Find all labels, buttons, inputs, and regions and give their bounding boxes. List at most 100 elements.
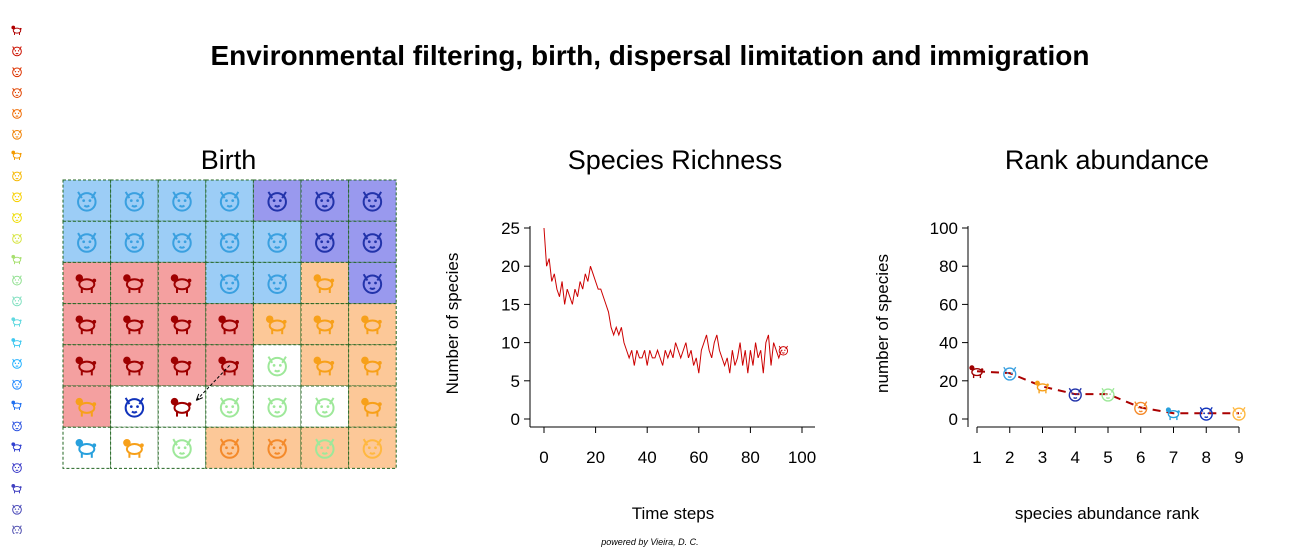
grid-cell [252,344,302,387]
tiger-icon [315,232,335,253]
rank-y-label: number of species [873,254,892,393]
rank-y-tick-label: 100 [930,219,958,238]
dispersal-arrow [195,365,230,401]
main-title: Environmental filtering, birth, dispersa… [210,40,1090,71]
wolf-icon [12,358,22,369]
wolf-icon [172,232,192,253]
richness-x-label: Time steps [632,504,715,523]
cat-icon [778,345,789,356]
richness-y-tick-label: 10 [501,334,520,353]
poodle-icon [75,315,97,335]
poodle-icon [170,315,192,335]
grid-cell [205,426,254,469]
fox-icon [12,87,22,98]
birth-panel-title: Birth [200,145,257,175]
grid-cell [110,220,159,263]
cow-icon [361,397,382,417]
grid-cell [62,220,112,263]
rank-x-tick-label: 8 [1202,448,1211,467]
rank-series-line [976,370,1239,415]
rank-x-label: species abundance rank [1015,504,1200,523]
poodle-icon [123,356,144,376]
grid-cell [300,220,350,263]
grid-cell [300,261,350,305]
cow-icon [361,315,382,335]
fox-icon [12,379,22,390]
species-legend-strip [11,25,22,534]
rank-y-tick-label: 40 [939,334,958,353]
grid-cell [110,261,159,305]
horse-icon [11,483,22,494]
wolf-icon [124,232,145,253]
butterfly-icon [12,233,22,244]
wolf-icon [124,191,145,212]
grid-cell [300,179,350,222]
cat-icon [267,356,287,377]
grid-cell [348,303,397,346]
poodle-icon [170,397,192,417]
lion-icon [124,397,145,418]
cow-icon [11,150,22,160]
rank-x-tick-label: 6 [1136,448,1145,467]
poodle-icon [123,274,144,293]
grid-cell [252,385,302,428]
pig-icon [12,129,22,140]
grid-cell [157,220,207,263]
grid-cell [348,426,397,469]
poodle-icon [75,356,97,376]
rank-x-tick-label: 2 [1005,448,1014,467]
wolf-icon [219,273,240,294]
grid-cell [252,303,302,346]
grid-cell [205,220,254,263]
rank-chart-title: Rank abundance [1004,145,1210,175]
dispersal-arrow-head [195,393,203,401]
grid-cell [62,385,112,428]
grid-cell [62,344,112,387]
rank-abundance-chart: 0 20 40 60 80 100 1 2 3 4 5 6 7 8 9 species abundance r… [873,219,1246,523]
grid-cell [348,261,397,305]
pig-icon [1134,401,1148,416]
grid-cell [300,385,350,428]
grid-cell [252,179,302,222]
credit-text: powered by Vieira, D. C. [601,537,699,547]
wolf-icon [267,232,287,253]
cat-icon [267,397,287,418]
grid-cell [110,303,159,346]
tiger-icon [315,191,335,212]
cat-icon [12,46,22,57]
cow-icon [361,356,382,376]
poodle-icon [11,25,22,35]
poodle-icon [170,356,192,376]
rank-y-tick-label: 0 [949,410,958,429]
rank-x-tick-label: 7 [1169,448,1178,467]
bear-icon [12,192,22,203]
grid-cell [348,385,397,428]
cow-icon [1034,380,1049,394]
horse-icon [11,400,22,410]
wolf-icon [219,191,240,212]
cat-icon [315,397,335,418]
pig-icon [12,108,22,119]
horse-icon [11,338,22,348]
rank-y-tick-label: 60 [939,295,958,314]
cat-icon [1101,387,1115,402]
grid-cell [157,261,207,305]
poodle-icon [75,274,97,293]
bug-icon [12,275,22,286]
dog-icon [12,67,22,78]
cat-icon [362,438,383,459]
grid-cell [110,426,159,469]
wolf-icon [267,273,287,294]
richness-chart-title: Species Richness [567,145,783,175]
horse-icon [11,317,22,327]
pig-icon [219,438,240,459]
grid-cell [110,344,159,387]
cat-icon [12,171,22,182]
grid-cell [157,179,207,222]
lion-icon [1199,406,1213,421]
cow-icon [313,274,335,293]
grid-cell [300,426,350,469]
poodle-icon [969,365,984,379]
richness-x-tick-label: 80 [741,448,760,467]
cow-icon [11,442,22,452]
